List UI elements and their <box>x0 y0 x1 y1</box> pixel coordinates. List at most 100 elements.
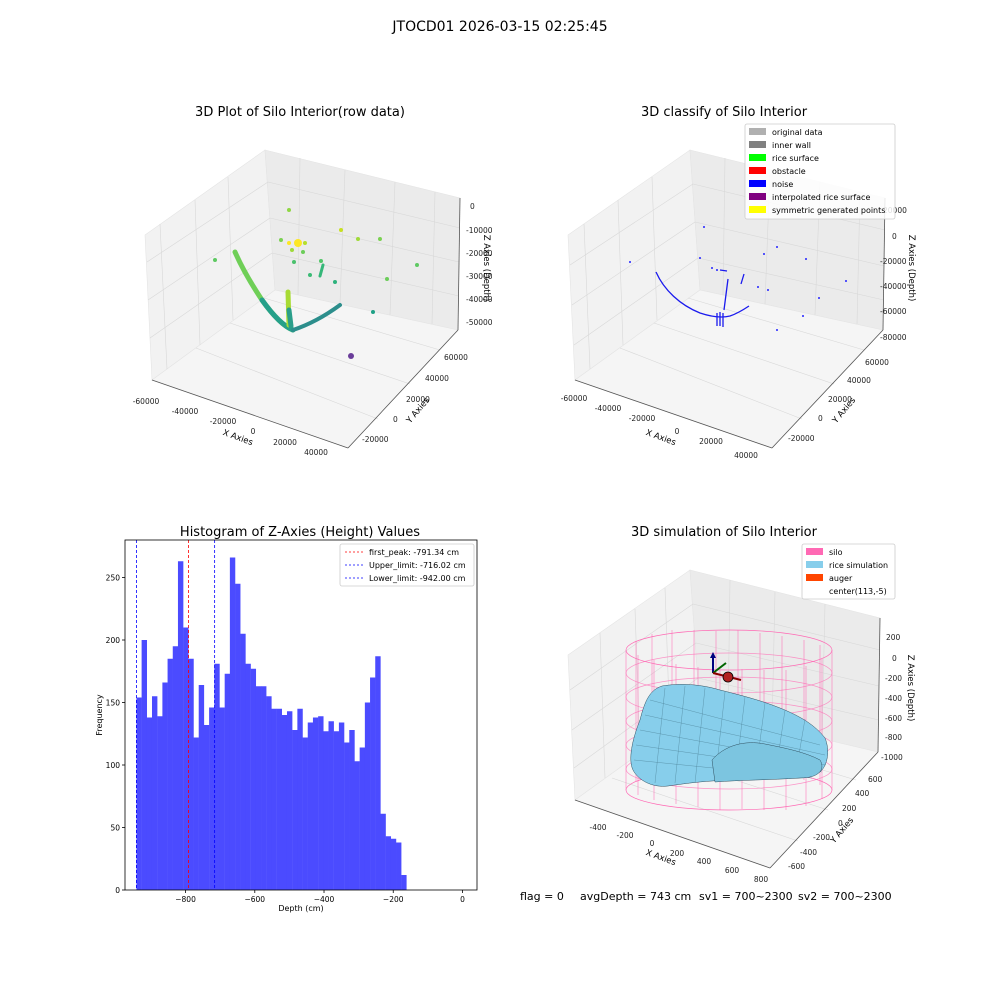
raw-point <box>287 208 291 212</box>
tick-label: -30000 <box>466 272 493 281</box>
tick-label: -40000 <box>595 404 622 413</box>
tick-label: 0 <box>460 895 465 904</box>
raw-arc-right <box>291 303 342 332</box>
tick-label: 0 <box>675 427 680 436</box>
noise-point <box>818 297 820 299</box>
status-flag: flag = 0 <box>520 890 564 903</box>
noise-point <box>716 269 718 271</box>
histogram-title: Histogram of Z-Axies (Height) Values <box>180 525 420 540</box>
legend-label-rice-simulation: rice simulation <box>829 561 888 570</box>
legend-label-original-data: original data <box>772 128 823 137</box>
tick-label: -20000 <box>210 417 237 426</box>
tick-label: -200 <box>616 831 633 840</box>
noise-point <box>763 253 765 255</box>
legend-swatch-original-data <box>749 128 766 135</box>
tick-label: -400 <box>885 694 902 703</box>
classify-3d-plot: 3D classify of Silo Interior -60000 -400… <box>561 105 916 460</box>
tick-label: 100 <box>106 761 121 770</box>
legend-label-lower-limit: Lower_limit: -942.00 cm <box>369 574 466 583</box>
histogram-bar <box>162 682 168 890</box>
raw-arc-left-inner <box>259 297 296 333</box>
tick-label: -60000 <box>133 397 160 406</box>
legend-label-first-peak: first_peak: -791.34 cm <box>369 548 459 557</box>
simulation-plot-zlabel: Z Axies (Depth) <box>905 655 915 722</box>
noise-point <box>845 280 847 282</box>
legend-label-center: center(113,-5) <box>829 587 887 596</box>
noise-stroke <box>723 273 745 311</box>
histogram-bar <box>157 716 163 890</box>
raw-plot-z-ticks: -50000 -40000 -30000 -20000 -10000 0 <box>466 202 493 327</box>
histogram-bar <box>146 717 153 890</box>
raw-point <box>308 273 312 277</box>
histogram-bar <box>312 717 319 890</box>
tick-label: −800 <box>175 895 196 904</box>
raw-point <box>378 237 382 241</box>
noise-points <box>655 269 750 327</box>
histogram-bar <box>151 696 158 890</box>
tick-label: 40000 <box>734 451 758 460</box>
legend-label-silo: silo <box>829 548 843 557</box>
tick-label: 60000 <box>444 353 468 362</box>
legend-swatch-inner-wall <box>749 141 766 148</box>
raw-arc-post-lower <box>286 307 294 329</box>
raw-data-points <box>213 208 419 359</box>
histogram-bar <box>396 842 402 890</box>
tick-label: −600 <box>244 895 265 904</box>
histogram-reference-lines <box>136 540 216 890</box>
tick-label: 0 <box>470 202 475 211</box>
simulation-legend: silo rice simulation auger center(113,-5… <box>801 543 896 600</box>
tick-label: -800 <box>885 733 902 742</box>
rice-surface-front-bump <box>711 742 823 783</box>
raw-point <box>348 353 354 359</box>
histogram-bar <box>281 715 288 890</box>
raw-data-3d-plot: 3D Plot of Silo Interior(row data) -6000… <box>133 105 493 457</box>
raw-point <box>287 241 291 245</box>
histogram-bar <box>344 742 350 890</box>
histogram-bar <box>136 697 142 890</box>
legend-swatch-rice-surface <box>749 154 766 161</box>
depth-histogram: Histogram of Z-Axies (Height) Values −80… <box>95 525 478 913</box>
noise-post <box>716 312 724 327</box>
classify-plot-xlabel: X Axies <box>644 428 677 448</box>
status-sv1: sv1 = 700~2300 <box>699 890 793 903</box>
tick-label: -200 <box>813 833 830 842</box>
noise-point <box>767 289 769 291</box>
histogram-bar <box>380 813 386 890</box>
histogram-bar <box>250 668 257 890</box>
raw-arc-short <box>318 263 325 278</box>
auger-arrow-head <box>710 652 716 658</box>
legend-swatch-rice-simulation <box>806 561 823 568</box>
histogram-bar <box>229 557 236 890</box>
noise-point <box>805 258 807 260</box>
raw-point <box>339 228 343 232</box>
simulation-plot-z-ticks: -1000 -800 -600 -400 -200 0 200 <box>881 633 903 762</box>
tick-label: 400 <box>855 789 870 798</box>
tick-label: 0 <box>115 886 120 895</box>
noise-point <box>699 257 701 259</box>
legend-swatch-symmetric <box>749 206 766 213</box>
legend-frame <box>801 543 896 600</box>
noise-point <box>757 286 759 288</box>
histogram-y-ticks: 0 50 100 150 200 250 <box>106 574 125 895</box>
simulation-plot-axis-edges <box>574 617 881 869</box>
legend-label-inner-wall: inner wall <box>772 141 811 150</box>
legend-label-upper-limit: Upper_limit: -716.02 cm <box>369 561 466 570</box>
tick-label: 0 <box>251 427 256 436</box>
tick-label: 20000 <box>273 438 297 447</box>
raw-point <box>415 263 419 267</box>
histogram-bar <box>188 658 194 890</box>
histogram-bar <box>375 656 381 890</box>
tick-label: -1000 <box>881 753 903 762</box>
raw-point <box>213 258 217 262</box>
histogram-bar <box>318 716 324 890</box>
histogram-bar <box>333 731 340 890</box>
tick-label: 200 <box>842 804 857 813</box>
legend-frame <box>339 543 475 587</box>
tick-label: 40000 <box>304 448 328 457</box>
legend-label-interpolated: interpolated rice surface <box>772 193 870 202</box>
histogram-bar <box>141 640 148 890</box>
histogram-bar <box>271 708 277 890</box>
tick-label: -600 <box>788 862 805 871</box>
status-footer: flag = 0 avgDepth = 743 cm sv1 = 700~230… <box>520 890 892 903</box>
